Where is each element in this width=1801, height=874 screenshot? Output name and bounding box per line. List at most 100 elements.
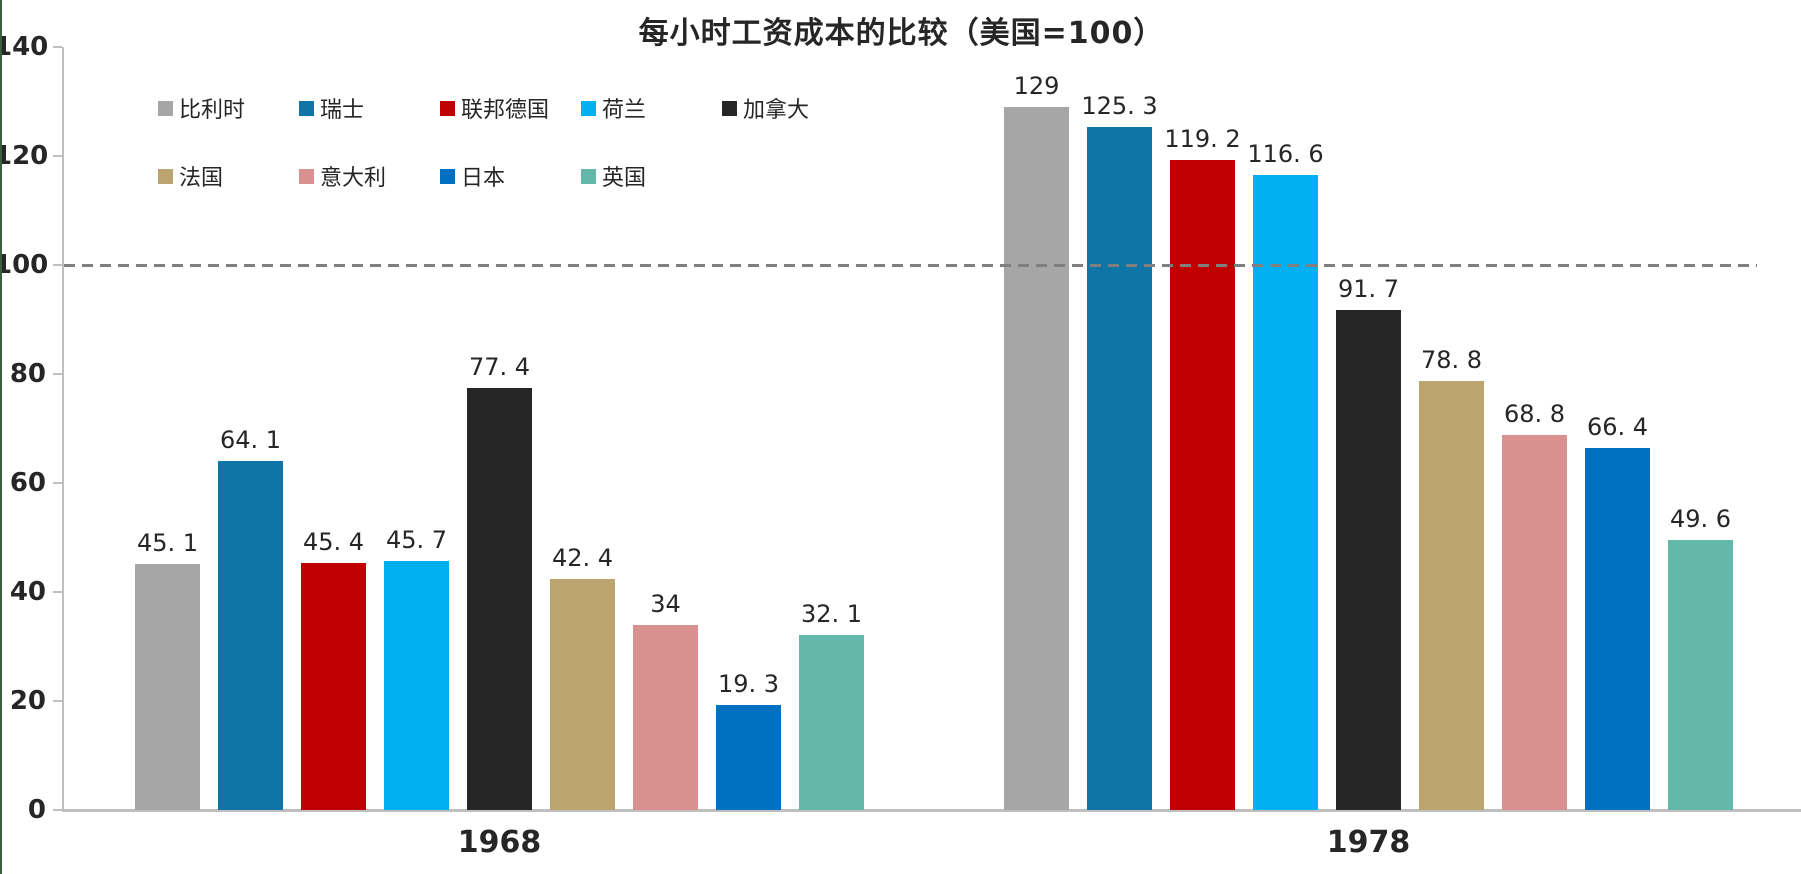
bar-value-label-加拿大-1968: 77. 4 [468,353,531,381]
bar-联邦德国-1978 [1170,160,1235,810]
bar-slot: 45. 1 [135,531,200,810]
y-tick-mark [53,264,62,266]
legend-label: 法国 [179,166,224,191]
legend-label: 加拿大 [743,98,810,123]
bar-slot: 91. 7 [1336,277,1401,810]
bar-联邦德国-1968 [301,563,366,810]
y-tick-mark [53,46,62,48]
bar-slot: 129 [1004,74,1069,810]
bar-slot: 42. 4 [550,546,615,810]
bar-slot: 119. 2 [1164,127,1241,810]
bar-value-label-比利时-1978: 129 [1013,72,1060,100]
bar-英国-1978 [1668,540,1733,810]
category-label-1978: 1978 [1326,825,1411,860]
bar-value-label-荷兰-1968: 45. 7 [385,526,448,554]
legend-item-日本: 日本 [440,160,581,192]
bar-加拿大-1968 [467,388,532,810]
legend-row-2: 法国 意大利 日本 英国 [158,160,863,192]
legend-item-瑞士: 瑞士 [299,92,440,124]
y-tick-label-140: 140 [2,32,49,62]
bar-value-label-日本-1968: 19. 3 [717,670,780,698]
legend-item-英国: 英国 [581,160,722,192]
y-tick-mark [53,700,62,702]
bar-比利时-1968 [135,564,200,810]
bar-value-label-日本-1978: 66. 4 [1586,413,1649,441]
bar-slot: 34 [633,592,698,810]
y-tick-mark [53,591,62,593]
bar-slot: 32. 1 [799,602,864,810]
bar-意大利-1978 [1502,435,1567,810]
bar-slot: 64. 1 [218,428,283,810]
legend-swatch-icon [581,168,596,184]
legend-label: 瑞士 [320,98,365,123]
bar-荷兰-1968 [384,561,449,810]
bar-slot: 77. 4 [467,355,532,810]
bar-荷兰-1978 [1253,175,1318,810]
reference-line-100 [64,264,1757,267]
bar-group-1978: 129 125. 3 119. 2 116. 6 91. 7 78. 8 68. 8 66. … [1004,74,1733,810]
legend-swatch-icon [581,100,596,116]
bar-value-label-瑞士-1968: 64. 1 [219,426,282,454]
y-tick-mark [53,809,62,811]
y-tick-label-120: 120 [2,141,49,171]
bar-value-label-法国-1978: 78. 8 [1420,346,1483,374]
bar-瑞士-1968 [218,461,283,810]
bar-slot: 78. 8 [1419,348,1484,810]
y-tick-label-20: 20 [9,686,46,716]
legend-swatch-icon [440,100,455,116]
bar-value-label-英国-1978: 49. 6 [1669,505,1732,533]
legend-swatch-icon [299,168,314,184]
bar-group-1968: 45. 1 64. 1 45. 4 45. 7 77. 4 42. 4 34 19. 3 32.… [135,355,864,810]
bar-加拿大-1978 [1336,310,1401,810]
chart-title: 每小时工资成本的比较（美国=100） [638,16,1165,51]
x-axis-line [62,809,1801,812]
y-tick-mark [53,373,62,375]
legend-item-荷兰: 荷兰 [581,92,722,124]
category-label-1968: 1968 [457,825,542,860]
y-tick-mark [53,155,62,157]
y-tick-label-0: 0 [27,795,46,825]
bar-法国-1978 [1419,381,1484,810]
y-axis-line [62,47,64,810]
bar-value-label-联邦德国-1978: 119. 2 [1164,125,1241,153]
bar-value-label-加拿大-1978: 91. 7 [1337,275,1400,303]
bar-value-label-荷兰-1978: 116. 6 [1247,140,1324,168]
legend: 比利时 瑞士 联邦德国 荷兰 加拿大法国 意大利 日本 英国 [158,92,863,228]
legend-label: 意大利 [320,166,387,191]
legend-item-加拿大: 加拿大 [722,92,863,124]
bar-slot: 116. 6 [1247,142,1324,810]
bar-value-label-瑞士-1978: 125. 3 [1081,92,1158,120]
legend-item-意大利: 意大利 [299,160,440,192]
bar-value-label-意大利-1978: 68. 8 [1503,400,1566,428]
bar-意大利-1968 [633,625,698,810]
bar-slot: 19. 3 [716,672,781,810]
legend-label: 英国 [602,166,647,191]
bar-value-label-英国-1968: 32. 1 [800,600,863,628]
legend-item-比利时: 比利时 [158,92,299,124]
legend-item-联邦德国: 联邦德国 [440,92,581,124]
legend-swatch-icon [158,100,173,116]
y-tick-label-100: 100 [2,250,49,280]
bar-slot: 45. 7 [384,528,449,810]
legend-swatch-icon [158,168,173,184]
legend-swatch-icon [722,100,737,116]
bar-slot: 125. 3 [1081,94,1158,810]
y-tick-label-60: 60 [9,468,46,498]
bar-value-label-意大利-1968: 34 [650,590,681,618]
y-tick-label-80: 80 [9,359,46,389]
bar-slot: 49. 6 [1668,507,1733,810]
legend-label: 日本 [461,166,506,191]
bar-slot: 45. 4 [301,530,366,810]
legend-swatch-icon [299,100,314,116]
plot-area: 0 20 40 60 80 100 120 140 45. 1 64. 1 45. 4 45. 7 77… [2,34,1801,860]
y-tick-label-40: 40 [9,577,46,607]
bar-日本-1978 [1585,448,1650,810]
bar-英国-1968 [799,635,864,810]
y-tick-mark [53,482,62,484]
bar-value-label-法国-1968: 42. 4 [551,544,614,572]
bar-slot: 68. 8 [1502,402,1567,810]
legend-label: 荷兰 [602,98,647,123]
legend-label: 联邦德国 [461,98,550,123]
bar-日本-1968 [716,705,781,810]
